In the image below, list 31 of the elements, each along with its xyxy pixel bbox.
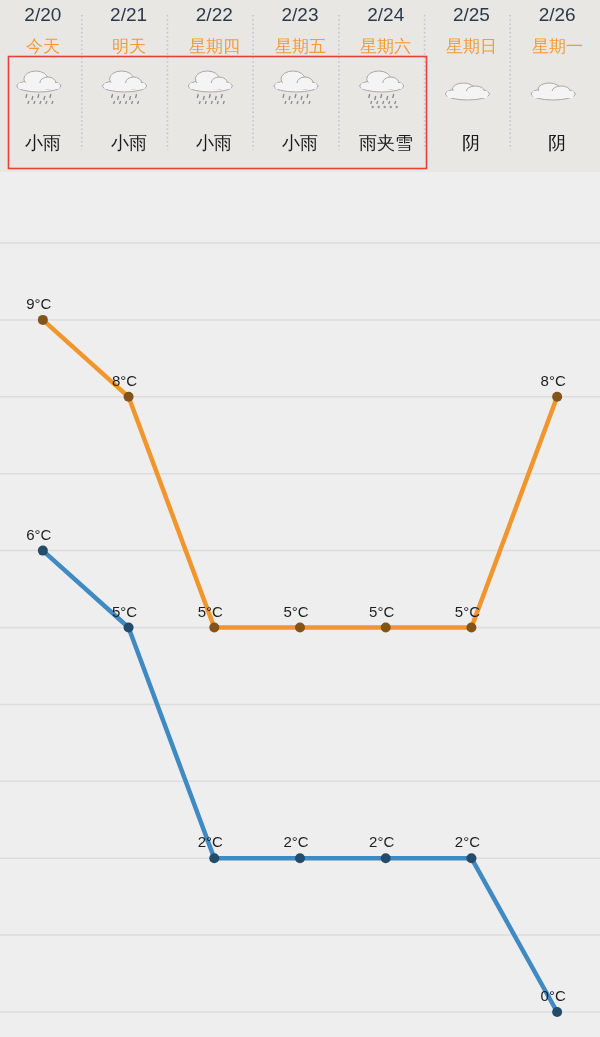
text: 星期六 [360,37,412,56]
text: 星期日 [445,37,497,56]
x-tick-label: 2/24 [367,4,405,25]
text: 小雨 [110,133,147,153]
text: 明天 [111,37,146,56]
text: 今天 [25,37,60,56]
text: 阴 [548,133,567,153]
data-label: 2°C [283,833,309,851]
text: 雨夹雪 [358,133,413,153]
text: 星期一 [531,37,583,56]
x-tick-label: 2/26 [538,4,576,25]
data-label: 5°C [111,602,138,620]
text: 星期五 [274,37,326,56]
text: 小雨 [196,133,233,153]
x-tick-label: 2/20 [24,4,62,25]
data-label: 8°C [111,371,138,389]
text: 星期四 [188,37,240,56]
text: 阴 [462,133,481,153]
x-tick-label: 2/23 [281,4,319,25]
data-label: 2°C [454,833,481,851]
data-label: 2°C [369,833,395,851]
x-tick-label: 2/22 [195,4,233,25]
data-label: 6°C [26,525,52,543]
text: 小雨 [282,133,318,153]
data-label: 5°C [369,602,395,620]
text: 小雨 [24,133,61,153]
x-tick-label: 2/21 [110,4,148,25]
data-label: 9°C [26,294,52,312]
x-tick-label: 2/25 [452,4,490,25]
data-label: 8°C [540,371,566,389]
data-label: 5°C [283,602,309,620]
